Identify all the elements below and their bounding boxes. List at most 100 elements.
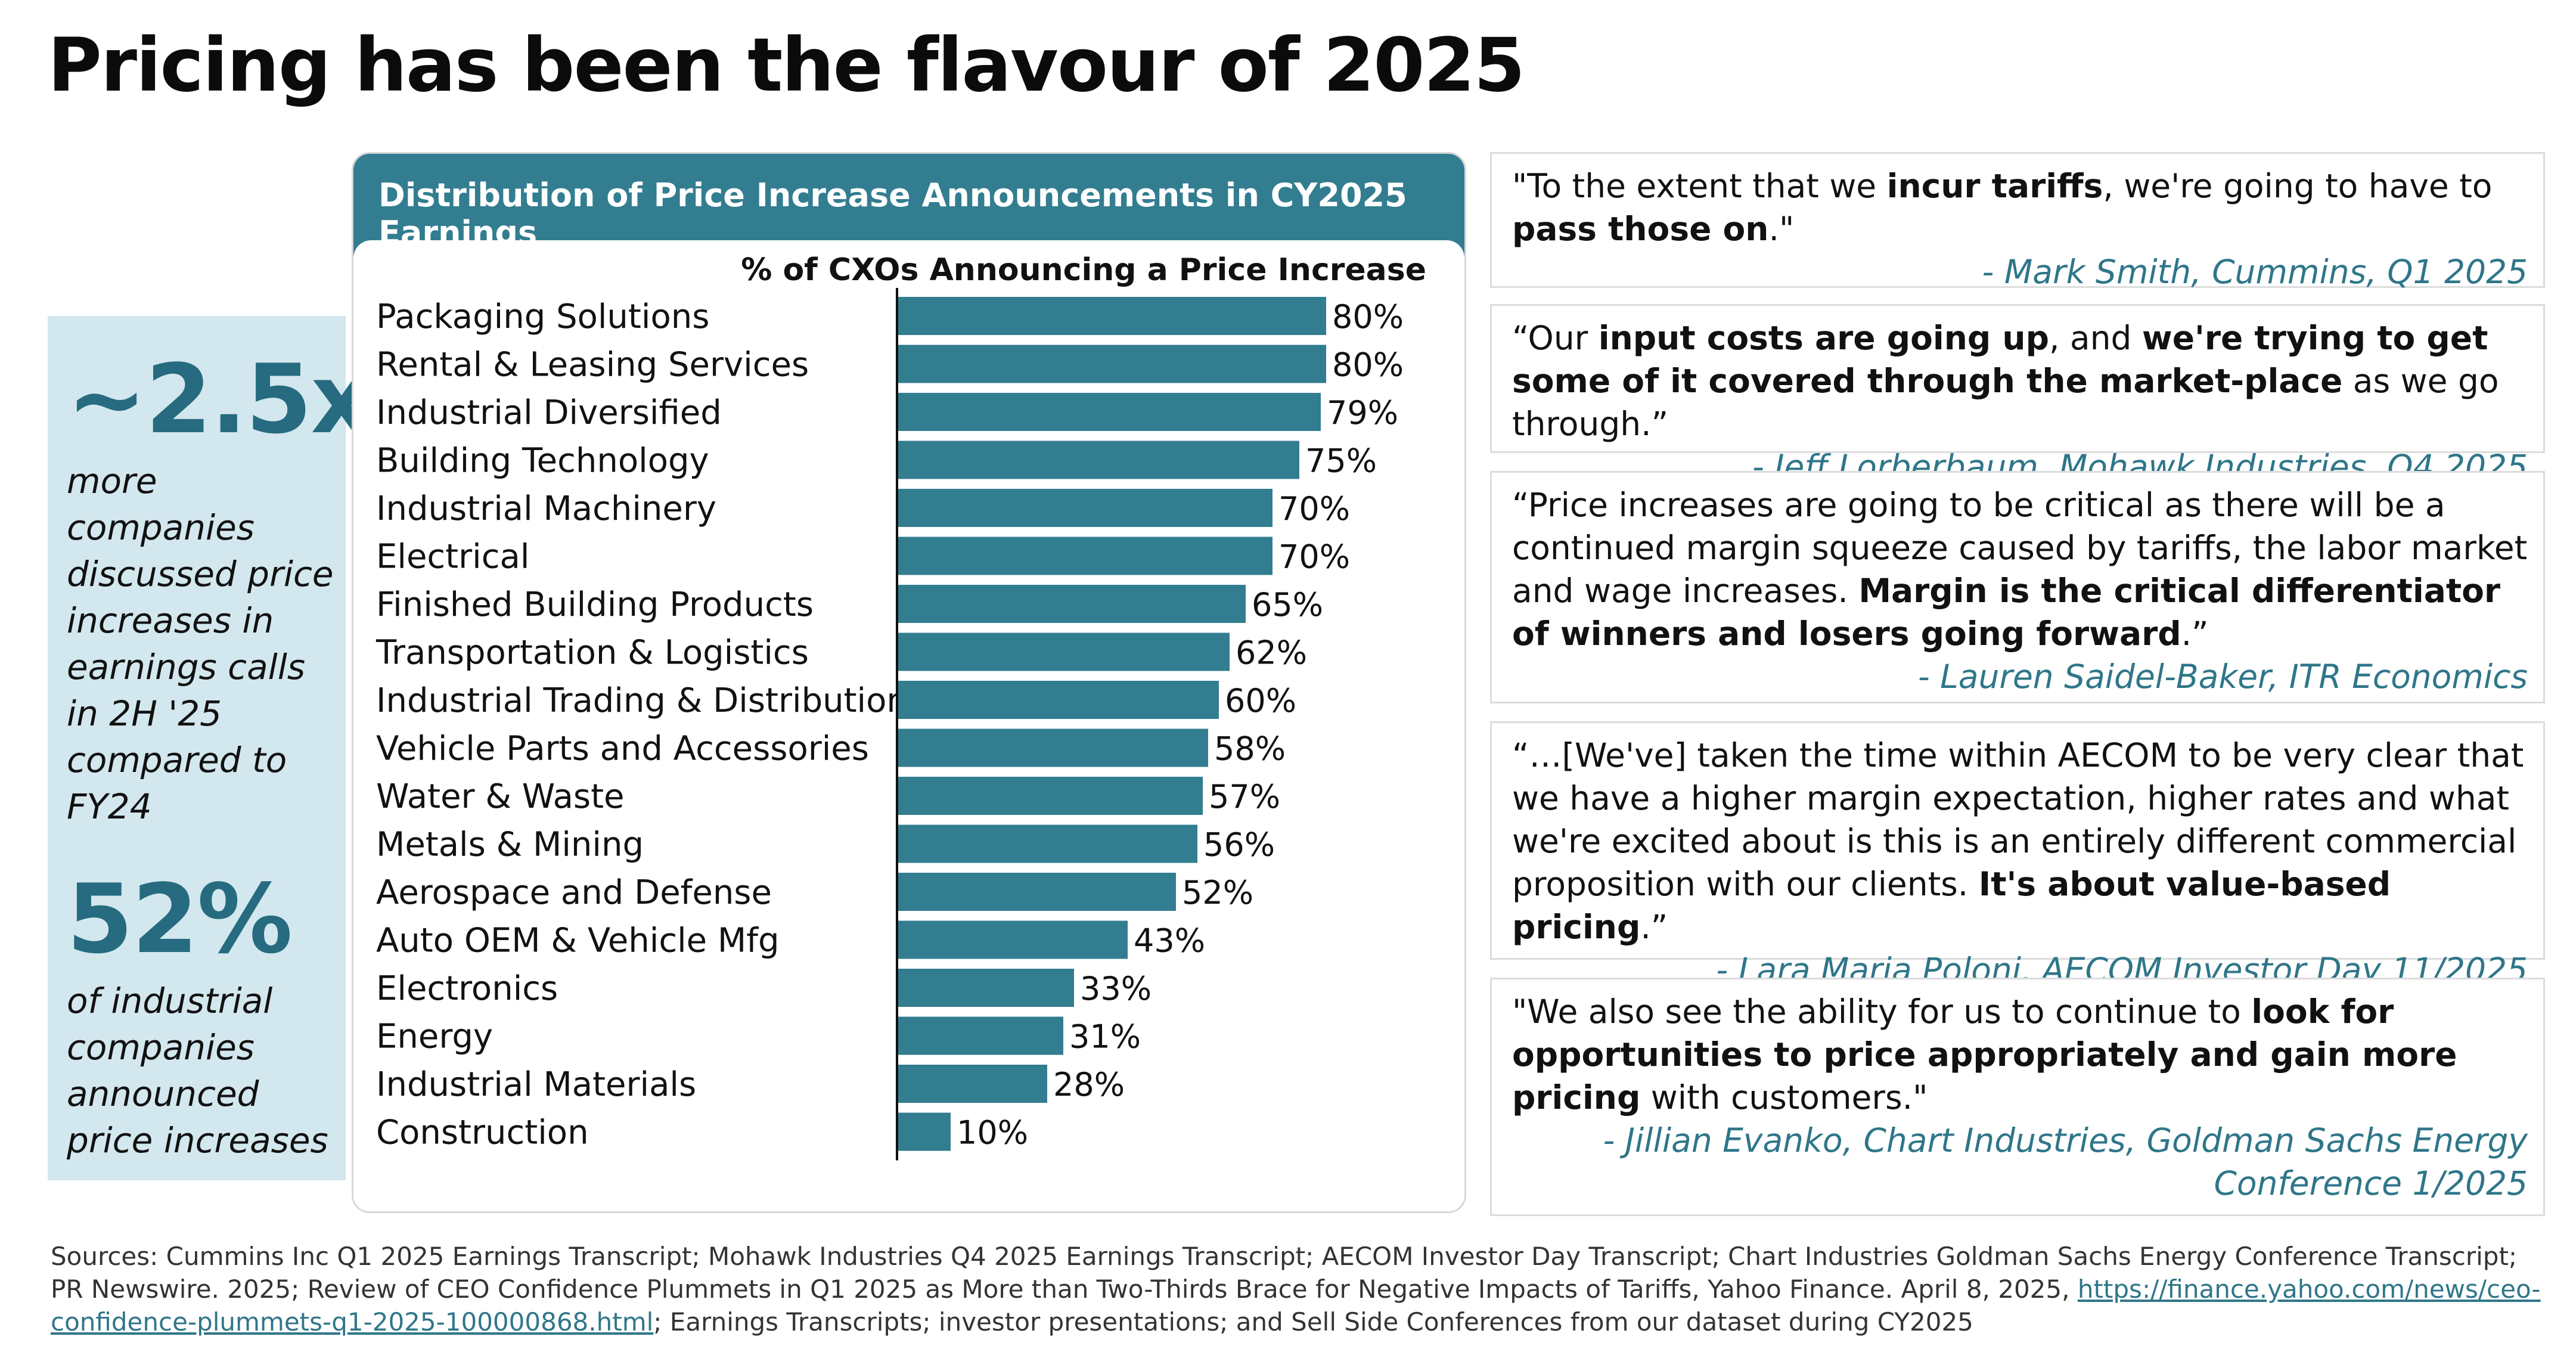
quote-card: "To the extent that we incur tariffs, we…	[1490, 152, 2545, 291]
quote-attribution: - Mark Smith, Cummins, Q1 2025	[1982, 253, 2528, 291]
stats-panel: ~2.5x more companies discussed price inc…	[48, 316, 373, 1180]
bar	[897, 728, 1208, 767]
bar	[897, 824, 1197, 863]
bar	[897, 1016, 1063, 1055]
value-label: 43%	[1134, 922, 1205, 960]
value-label: 60%	[1225, 682, 1296, 720]
quote-text: “Price increases are going to be critica…	[1512, 483, 2528, 655]
quote-attribution: - Lauren Saidel-Baker, ITR Economics	[1917, 658, 2528, 696]
quote-segment: .”	[2181, 615, 2209, 653]
bar	[897, 681, 1219, 719]
bar	[897, 441, 1299, 479]
category-label: Metals & Mining	[376, 826, 644, 864]
quote-segment: ."	[1768, 210, 1795, 248]
quote-segment: “Our	[1512, 319, 1599, 357]
quote-emphasis: incur tariffs	[1886, 167, 2103, 205]
quote-card: “Our input costs are going up, and we're…	[1490, 304, 2545, 486]
bar	[897, 585, 1246, 623]
value-label: 79%	[1327, 394, 1398, 432]
bar	[897, 873, 1176, 911]
x-axis-label: % of CXOs Announcing a Price Increase	[741, 252, 1426, 288]
quote-card: "We also see the ability for us to conti…	[1490, 978, 2545, 1216]
quote-emphasis: Margin is the critical differentiator of…	[1512, 572, 2501, 653]
quote-segment: "We also see the ability for us to conti…	[1512, 993, 2252, 1031]
value-label: 70%	[1278, 538, 1350, 576]
quote-segment: as we go through.”	[1512, 362, 2499, 443]
quote-segment: .”	[1640, 908, 1668, 946]
bar	[897, 1065, 1047, 1103]
category-label: Rental & Leasing Services	[376, 346, 809, 385]
category-label: Water & Waste	[376, 777, 625, 816]
bar-chart: % of CXOs Announcing a Price Increase Pac…	[375, 252, 1426, 1161]
stat-multiplier: ~2.5x	[67, 343, 373, 455]
stat-percentage-text: of industrial companies announced price …	[67, 981, 328, 1161]
value-label: 58%	[1214, 730, 1286, 768]
category-label: Building Technology	[376, 442, 709, 480]
quote-attribution: - Jillian Evanko, Chart Industries, Gold…	[1603, 1121, 2528, 1202]
bar	[897, 969, 1074, 1007]
category-label: Auto OEM & Vehicle Mfg	[376, 922, 780, 960]
quote-segment: , and	[2049, 319, 2142, 357]
chart-card: Distribution of Price Increase Announcem…	[352, 152, 1466, 1213]
quote-emphasis: we're trying to get some of it covered t…	[1512, 319, 2488, 400]
category-label: Electronics	[376, 969, 558, 1008]
bar	[897, 777, 1203, 815]
quote-card: “…[We've] taken the time within AECOM to…	[1490, 721, 2545, 989]
category-label: Aerospace and Defense	[376, 873, 772, 912]
sources-text-end: ; Earnings Transcripts; investor present…	[653, 1307, 1973, 1337]
value-label: 52%	[1182, 874, 1253, 911]
chart-title: Distribution of Price Increase Announcem…	[353, 154, 1464, 252]
sources-note: Sources: Cummins Inc Q1 2025 Earnings Tr…	[51, 1240, 2542, 1338]
page-title: Pricing has been the flavour of 2025	[48, 23, 1525, 108]
category-label: Packaging Solutions	[376, 297, 709, 336]
value-label: 56%	[1203, 826, 1275, 864]
quote-segment: , we're going to have to	[2103, 167, 2493, 205]
bar	[897, 632, 1230, 671]
value-label: 80%	[1332, 346, 1404, 384]
quote-text: “Our input costs are going up, and we're…	[1512, 317, 2528, 445]
quote-emphasis: pass those on	[1512, 210, 1769, 248]
bar	[897, 393, 1321, 431]
quote-emphasis: It's about value-based pricing	[1512, 865, 2391, 946]
quote-segment: "To the extent that we	[1512, 167, 1887, 205]
value-label: 28%	[1053, 1066, 1125, 1103]
quote-emphasis: input costs are going up	[1598, 319, 2049, 357]
category-label: Industrial Trading & Distribution	[376, 681, 908, 720]
sources-link[interactable]: https://finance.yahoo.com/news/ceo-confi…	[51, 1275, 2541, 1337]
value-label: 75%	[1305, 442, 1377, 480]
sources-text: Sources: Cummins Inc Q1 2025 Earnings Tr…	[51, 1242, 2518, 1304]
value-label: 62%	[1236, 634, 1307, 672]
category-label: Energy	[376, 1018, 493, 1056]
quote-card: “Price increases are going to be critica…	[1490, 471, 2545, 703]
bar	[897, 1112, 951, 1151]
bar	[897, 297, 1326, 335]
category-label: Vehicle Parts and Accessories	[376, 730, 869, 768]
category-label: Industrial Diversified	[376, 393, 722, 432]
bar	[897, 920, 1128, 959]
category-label: Construction	[376, 1114, 589, 1152]
value-label: 65%	[1252, 586, 1323, 624]
quote-emphasis: look for opportunities to price appropri…	[1512, 993, 2457, 1117]
value-label: 70%	[1278, 490, 1350, 528]
bar	[897, 345, 1326, 383]
category-label: Industrial Materials	[376, 1065, 696, 1104]
category-label: Transportation & Logistics	[375, 634, 809, 672]
value-label: 10%	[957, 1114, 1028, 1152]
quote-segment: “Price increases are going to be critica…	[1512, 486, 2528, 610]
quote-text: “…[We've] taken the time within AECOM to…	[1512, 734, 2528, 948]
value-label: 80%	[1332, 298, 1404, 336]
category-label: Finished Building Products	[376, 585, 814, 624]
category-label: Industrial Machinery	[376, 489, 716, 528]
quote-text: "To the extent that we incur tariffs, we…	[1512, 165, 2528, 250]
bar	[897, 489, 1273, 527]
stat-percentage: 52%	[67, 863, 293, 975]
quote-segment: with customers."	[1640, 1078, 1928, 1117]
quote-segment: “…[We've] taken the time within AECOM to…	[1512, 736, 2524, 903]
category-label: Electrical	[376, 538, 529, 576]
quote-text: "We also see the ability for us to conti…	[1512, 990, 2528, 1119]
bar	[897, 537, 1273, 575]
value-label: 57%	[1209, 778, 1280, 816]
value-label: 33%	[1080, 970, 1152, 1007]
value-label: 31%	[1069, 1018, 1141, 1056]
stat-multiplier-text: more companies discussed price increases…	[67, 461, 334, 827]
